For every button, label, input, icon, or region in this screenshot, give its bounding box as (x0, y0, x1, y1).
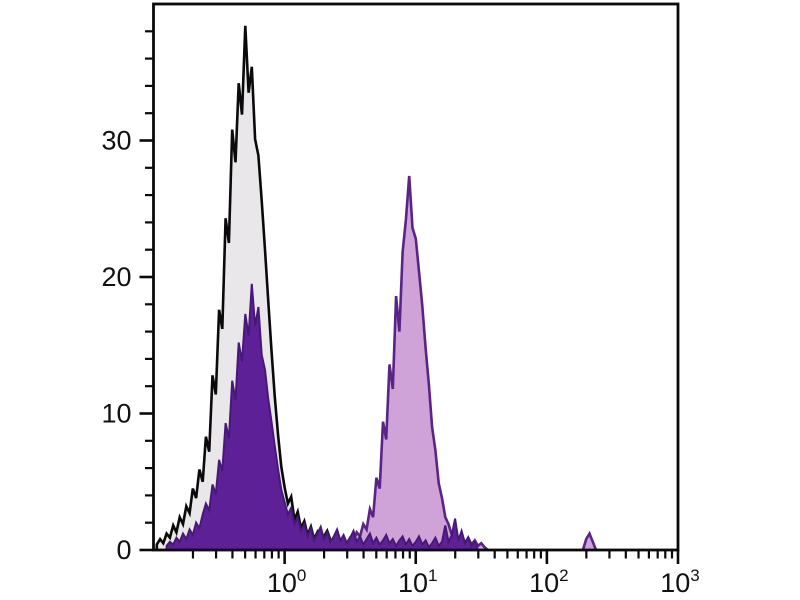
x-axis-tick-label: 102 (529, 566, 569, 598)
x-axis-tick-label: 101 (398, 566, 438, 598)
histogram-fill-control-unstained (156, 25, 344, 551)
y-axis-tick-label: 10 (101, 399, 131, 429)
y-axis-tick-label: 20 (101, 262, 131, 292)
histogram-outline-stained-dark-overlap (165, 283, 479, 551)
x-axis-tick-label: 100 (267, 566, 307, 598)
y-axis-tick-label: 0 (116, 535, 131, 565)
histogram-outline-stained-positive (581, 530, 598, 551)
histogram-fill-stained-positive (337, 176, 488, 550)
y-axis-tick-label: 30 (101, 126, 131, 156)
histogram-fill-stained-positive (582, 533, 596, 550)
histogram-fill-stained-dark-overlap (166, 283, 478, 550)
x-axis-tick-label: 103 (660, 566, 700, 598)
